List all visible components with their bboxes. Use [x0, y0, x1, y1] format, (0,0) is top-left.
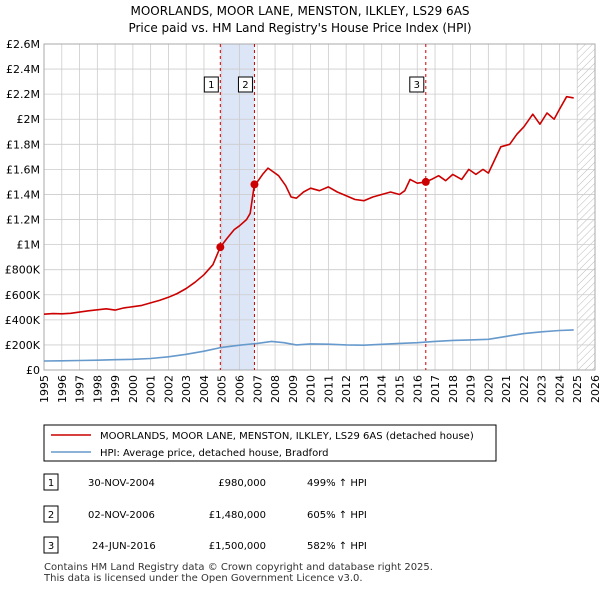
sale-point [216, 243, 225, 252]
legend-box [43, 424, 497, 462]
x-tick-label: 2015 [393, 375, 406, 403]
x-tick-label: 2022 [518, 375, 531, 403]
y-tick-label: £2.4M [6, 63, 40, 76]
y-tick-label: £2.6M [6, 38, 40, 51]
chart-title: MOORLANDS, MOOR LANE, MENSTON, ILKLEY, L… [130, 4, 469, 18]
legend-label-hpi: HPI: Average price, detached house, Brad… [100, 448, 328, 459]
x-tick-label: 1996 [56, 375, 69, 403]
series-line-hpi [43, 329, 574, 362]
x-tick-label: 2013 [358, 375, 371, 403]
table-row-date: 30-NOV-2004 [88, 478, 155, 489]
y-tick-label: £200K [5, 339, 41, 352]
y-tick-label: £1.6M [6, 163, 40, 176]
table-row-badge [43, 505, 59, 523]
x-tick-label: 2012 [340, 375, 353, 403]
table-row-badge [43, 536, 59, 554]
sale-label-box [409, 76, 425, 93]
x-tick-label: 2014 [376, 375, 389, 403]
sale-label-box [237, 76, 253, 93]
x-tick-label: 2002 [162, 375, 175, 403]
table-row-date: 24-JUN-2016 [92, 541, 156, 552]
x-tick-label: 2009 [287, 375, 300, 403]
table-row-number: 1 [48, 478, 54, 489]
series-line-property [43, 95, 574, 315]
highlight-range [220, 44, 255, 370]
sale-markers: 1 2 3 [203, 76, 430, 252]
y-tick-label: £1.4M [6, 188, 40, 201]
table-row-hpi: 499% ↑ HPI [307, 478, 367, 489]
y-tick-label: £2.2M [6, 88, 40, 101]
sale-label-number: 3 [414, 80, 420, 91]
sale-label-box [203, 76, 219, 93]
legend-label-property: MOORLANDS, MOOR LANE, MENSTON, ILKLEY, L… [100, 431, 474, 442]
x-tick-label: 2003 [180, 375, 193, 403]
x-tick-label: 2024 [553, 375, 566, 403]
footer-copyright: Contains HM Land Registry data © Crown c… [44, 562, 433, 573]
plot-area [44, 44, 595, 370]
x-tick-label: 1997 [74, 375, 87, 403]
x-tick-label: 2019 [465, 375, 478, 403]
chart-subtitle: Price paid vs. HM Land Registry's House … [128, 21, 471, 35]
table-row-hpi: 605% ↑ HPI [307, 510, 367, 521]
table-row-number: 3 [48, 541, 54, 552]
x-tick-label: 2000 [127, 375, 140, 403]
x-tick-label: 1995 [38, 375, 51, 403]
x-tick-label: 2008 [269, 375, 282, 403]
y-tick-label: £1M [17, 239, 41, 252]
y-tick-label: £0 [26, 364, 40, 377]
table-row-badge [43, 473, 59, 491]
y-axis: £0 £200K £400K £600K £800K £1M £1.2M £1.4M £1.6M… [5, 38, 41, 377]
sales-table: 1 30-NOV-2004 £980,000 499% ↑ HPI 2 02-N… [43, 473, 367, 554]
sale-point [421, 177, 430, 186]
table-row-number: 2 [48, 510, 54, 521]
y-tick-label: £400K [5, 314, 41, 327]
table-row: 1 30-NOV-2004 £980,000 499% ↑ HPI [43, 473, 367, 491]
x-tick-label: 2005 [216, 375, 229, 403]
y-tick-label: £800K [5, 264, 41, 277]
x-tick-label: 2025 [571, 375, 584, 403]
x-tick-label: 2001 [145, 375, 158, 403]
y-tick-label: £2M [17, 113, 41, 126]
x-tick-label: 2018 [447, 375, 460, 403]
x-tick-label: 1998 [91, 375, 104, 403]
plot-background [44, 44, 595, 370]
x-tick-label: 2026 [589, 375, 600, 403]
x-tick-label: 2006 [234, 375, 247, 403]
table-row: 2 02-NOV-2006 £1,480,000 605% ↑ HPI [43, 505, 367, 523]
y-tick-label: £1.8M [6, 138, 40, 151]
y-tick-label: £1.2M [6, 214, 40, 227]
footer-license: This data is licensed under the Open Gov… [43, 573, 363, 584]
series-layer [43, 95, 574, 362]
x-tick-label: 2017 [429, 375, 442, 403]
projection-hatch [577, 44, 595, 370]
x-tick-label: 2016 [411, 375, 424, 403]
sale-label-number: 1 [208, 80, 214, 91]
table-row-hpi: 582% ↑ HPI [307, 541, 367, 552]
sale-label-number: 2 [242, 80, 248, 91]
table-row-date: 02-NOV-2006 [88, 510, 155, 521]
table-row-price: £980,000 [218, 478, 266, 489]
x-tick-label: 2010 [305, 375, 318, 403]
sale-point [250, 180, 259, 189]
table-row-price: £1,500,000 [209, 541, 266, 552]
x-tick-label: 1999 [109, 375, 122, 403]
table-row: 3 24-JUN-2016 £1,500,000 582% ↑ HPI [43, 536, 367, 554]
table-row-price: £1,480,000 [209, 510, 266, 521]
x-tick-label: 2007 [251, 375, 264, 403]
x-axis: 1995 1996 1997 1998 1999 2000 2001 2002 2003 2004… [38, 375, 600, 403]
grid [43, 43, 596, 371]
x-tick-label: 2011 [322, 375, 335, 403]
x-tick-label: 2020 [482, 375, 495, 403]
x-tick-label: 2021 [500, 375, 513, 403]
x-tick-label: 2023 [536, 375, 549, 403]
y-tick-label: £600K [5, 289, 41, 302]
plot-border [43, 43, 596, 371]
x-tick-label: 2004 [198, 375, 211, 403]
